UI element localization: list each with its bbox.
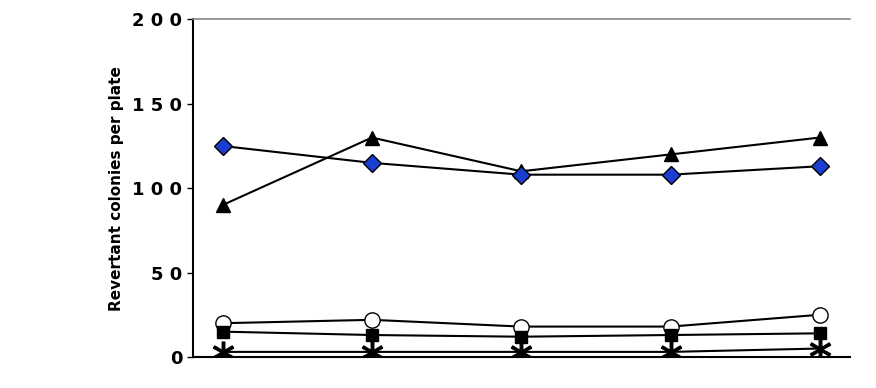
Y-axis label: Revertant colonies per plate: Revertant colonies per plate [109,66,124,311]
